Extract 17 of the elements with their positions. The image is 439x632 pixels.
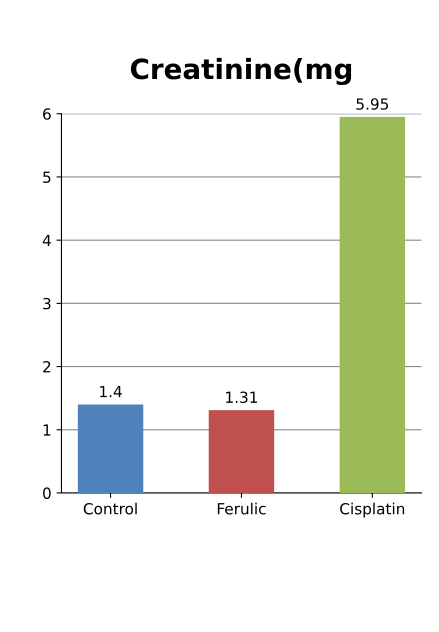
y-tick-label: 6 (43, 108, 51, 120)
bar (208, 410, 274, 493)
y-tick-label: 1 (44, 424, 50, 436)
x-tick-label: Cisplatin (340, 502, 404, 518)
data-label: 5.95 (356, 98, 388, 110)
y-tick-label: 4 (42, 234, 51, 246)
data-label: 1.31 (226, 391, 258, 404)
chart-title: Creatinine(mg (130, 58, 352, 86)
bar (78, 404, 144, 493)
y-tick-label: 3 (43, 298, 51, 310)
data-label: 1.4 (100, 386, 122, 398)
y-tick-label: 5 (43, 172, 50, 183)
x-tick-label: Ferulic (218, 502, 266, 515)
y-tick-label: 0 (43, 487, 51, 499)
x-tick-label: Control (84, 502, 137, 515)
bar (340, 116, 406, 493)
y-tick-label: 2 (43, 361, 50, 372)
